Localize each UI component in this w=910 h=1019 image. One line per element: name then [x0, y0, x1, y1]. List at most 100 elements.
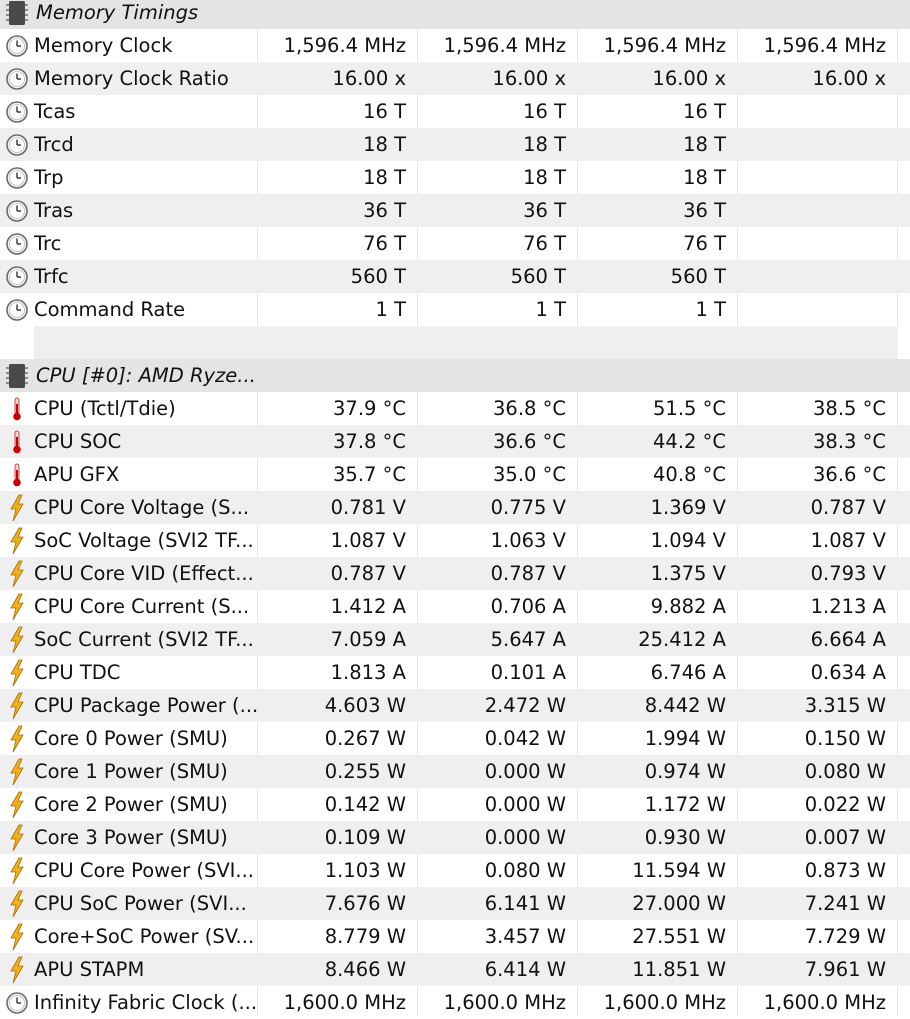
maximum-value: 1.094 V — [650, 529, 726, 552]
current-value: 0.109 W — [324, 826, 406, 849]
section-title: Memory Timings — [36, 1, 199, 24]
current-value: 1,596.4 MHz — [283, 34, 406, 57]
maximum-value: 9.882 A — [650, 595, 726, 618]
clock-icon — [0, 227, 34, 260]
lightning-icon — [0, 689, 34, 722]
minimum-value: 36 T — [523, 199, 566, 222]
sensor-row[interactable]: Trp 18 T 18 T 18 T — [0, 161, 910, 194]
sensor-label: CPU Core Power (SVI... — [34, 859, 255, 882]
current-value: 4.603 W — [324, 694, 406, 717]
sensor-label: Tras — [34, 199, 74, 222]
average-value: 38.3 °C — [813, 430, 886, 453]
section-title: CPU [#0]: AMD Ryze... — [36, 364, 256, 387]
sensor-label: CPU SOC — [34, 430, 122, 453]
minimum-value: 2.472 W — [484, 694, 566, 717]
average-value: 0.007 W — [804, 826, 886, 849]
lightning-icon — [0, 623, 34, 656]
average-value: 7.729 W — [804, 925, 886, 948]
current-value: 560 T — [350, 265, 406, 288]
minimum-value: 0.775 V — [490, 496, 566, 519]
maximum-value: 27.000 W — [632, 892, 726, 915]
average-value — [738, 128, 886, 161]
clock-icon — [0, 161, 34, 194]
sensor-row[interactable]: Memory Clock Ratio 16.00 x 16.00 x 16.00 x 1… — [0, 62, 910, 95]
sensor-row[interactable]: Memory Clock 1,596.4 MHz 1,596.4 MHz 1,596.… — [0, 29, 910, 62]
maximum-value: 1,596.4 MHz — [603, 34, 726, 57]
sensor-row[interactable]: SoC Current (SVI2 TF... 7.059 A 5.647 A 25.… — [0, 623, 910, 656]
sensor-row[interactable]: Tras 36 T 36 T 36 T — [0, 194, 910, 227]
sensor-label: Core 1 Power (SMU) — [34, 760, 228, 783]
maximum-value: 1.994 W — [644, 727, 726, 750]
current-value: 1 T — [375, 298, 406, 321]
lightning-icon — [0, 854, 34, 887]
maximum-value: 27.551 W — [632, 925, 726, 948]
average-value: 0.022 W — [804, 793, 886, 816]
current-value: 0.255 W — [324, 760, 406, 783]
maximum-value: 6.746 A — [650, 661, 726, 684]
current-value: 36 T — [363, 199, 406, 222]
current-value: 35.7 °C — [333, 463, 406, 486]
sensor-row[interactable]: Trc 76 T 76 T 76 T — [0, 227, 910, 260]
minimum-value: 1,596.4 MHz — [443, 34, 566, 57]
minimum-value: 0.000 W — [484, 793, 566, 816]
chip-icon — [0, 359, 34, 392]
current-value: 1.103 W — [324, 859, 406, 882]
sensor-row[interactable]: Core 3 Power (SMU) 0.109 W 0.000 W 0.930 W 0… — [0, 821, 910, 854]
maximum-value: 560 T — [670, 265, 726, 288]
minimum-value: 36.6 °C — [493, 430, 566, 453]
minimum-value: 0.080 W — [484, 859, 566, 882]
section-header[interactable]: CPU [#0]: AMD Ryze... — [0, 359, 910, 392]
sensor-row[interactable]: Core 2 Power (SMU) 0.142 W 0.000 W 1.172 W 0… — [0, 788, 910, 821]
sensor-row[interactable]: CPU Core Voltage (S... 0.781 V 0.775 V 1.36… — [0, 491, 910, 524]
sensor-row[interactable]: CPU (Tctl/Tdie) 37.9 °C 36.8 °C 51.5 °C 38.5… — [0, 392, 910, 425]
sensor-label: Memory Clock Ratio — [34, 67, 229, 90]
sensor-row[interactable]: Infinity Fabric Clock (... 1,600.0 MHz 1,6… — [0, 986, 910, 1019]
sensor-row[interactable]: Trfc 560 T 560 T 560 T — [0, 260, 910, 293]
average-value — [738, 293, 886, 326]
sensor-label: Memory Clock — [34, 34, 173, 57]
sensor-row[interactable]: CPU Core Current (S... 1.412 A 0.706 A 9.88… — [0, 590, 910, 623]
sensor-row[interactable]: APU STAPM 8.466 W 6.414 W 11.851 W 7.961 W — [0, 953, 910, 986]
maximum-value: 18 T — [683, 166, 726, 189]
maximum-value: 0.930 W — [644, 826, 726, 849]
average-value: 1.213 A — [810, 595, 886, 618]
lightning-icon — [0, 656, 34, 689]
average-value: 1,596.4 MHz — [763, 34, 886, 57]
sensor-row[interactable]: Core+SoC Power (SV... 8.779 W 3.457 W 27.55… — [0, 920, 910, 953]
minimum-value: 560 T — [510, 265, 566, 288]
sensor-row[interactable]: Core 0 Power (SMU) 0.267 W 0.042 W 1.994 W 0… — [0, 722, 910, 755]
sensor-label: Core 3 Power (SMU) — [34, 826, 228, 849]
sensor-label: Trfc — [34, 265, 69, 288]
maximum-value: 1.375 V — [650, 562, 726, 585]
lightning-icon — [0, 920, 34, 953]
sensor-row[interactable]: Trcd 18 T 18 T 18 T — [0, 128, 910, 161]
average-value: 6.664 A — [810, 628, 886, 651]
sensor-row[interactable]: CPU SOC 37.8 °C 36.6 °C 44.2 °C 38.3 °C — [0, 425, 910, 458]
average-value — [738, 194, 886, 227]
minimum-value: 0.101 A — [490, 661, 566, 684]
section-header[interactable]: Memory Timings — [0, 0, 910, 29]
clock-icon — [0, 986, 34, 1019]
sensor-row[interactable]: Core 1 Power (SMU) 0.255 W 0.000 W 0.974 W 0… — [0, 755, 910, 788]
sensor-label: Trp — [34, 166, 64, 189]
sensor-row[interactable]: SoC Voltage (SVI2 TF... 1.087 V 1.063 V 1.0… — [0, 524, 910, 557]
current-value: 16 T — [363, 100, 406, 123]
sensor-row[interactable]: CPU Core VID (Effect... 0.787 V 0.787 V 1.3… — [0, 557, 910, 590]
sensor-row[interactable]: CPU Core Power (SVI... 1.103 W 0.080 W 11.5… — [0, 854, 910, 887]
sensor-row[interactable]: CPU SoC Power (SVI... 7.676 W 6.141 W 27.00… — [0, 887, 910, 920]
lightning-icon — [0, 590, 34, 623]
maximum-value: 25.412 A — [638, 628, 726, 651]
maximum-value: 1,600.0 MHz — [603, 991, 726, 1014]
sensor-row[interactable]: CPU TDC 1.813 A 0.101 A 6.746 A 0.634 A — [0, 656, 910, 689]
lightning-icon — [0, 722, 34, 755]
current-value: 37.9 °C — [333, 397, 406, 420]
chip-icon — [0, 0, 34, 29]
minimum-value: 35.0 °C — [493, 463, 566, 486]
spacer-cell — [34, 326, 898, 359]
sensor-row[interactable]: APU GFX 35.7 °C 35.0 °C 40.8 °C 36.6 °C — [0, 458, 910, 491]
sensor-row[interactable]: Command Rate 1 T 1 T 1 T — [0, 293, 910, 326]
lightning-icon — [0, 953, 34, 986]
sensor-row[interactable]: Tcas 16 T 16 T 16 T — [0, 95, 910, 128]
sensor-row[interactable]: CPU Package Power (... 4.603 W 2.472 W 8.44… — [0, 689, 910, 722]
